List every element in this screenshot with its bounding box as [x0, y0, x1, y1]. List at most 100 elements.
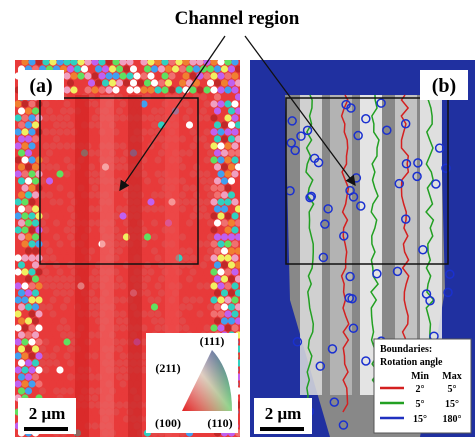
grain [193, 177, 200, 184]
grain [42, 226, 49, 233]
grain [231, 184, 238, 191]
grain [140, 58, 147, 65]
grain [154, 324, 161, 331]
grain [186, 289, 193, 296]
grain [91, 156, 98, 163]
grain [119, 296, 126, 303]
grain [154, 86, 161, 93]
grain [203, 86, 210, 93]
grain [63, 254, 70, 261]
grain [35, 100, 42, 107]
grain [32, 303, 39, 310]
grain [228, 247, 235, 254]
grain [14, 114, 21, 121]
grain [203, 128, 210, 135]
grain [95, 65, 102, 72]
grain [207, 121, 214, 128]
grain [228, 191, 235, 198]
grain [203, 226, 210, 233]
grain [144, 135, 151, 142]
grain [158, 65, 165, 72]
grain [210, 184, 217, 191]
panel-label: (b) [432, 75, 456, 97]
grain [28, 380, 35, 387]
grain [207, 219, 214, 226]
grain [200, 107, 207, 114]
grain [144, 317, 151, 324]
grain [91, 310, 98, 317]
grain [63, 58, 70, 65]
grain [28, 58, 35, 65]
grain [119, 58, 126, 65]
grain [28, 114, 35, 121]
grain [147, 156, 154, 163]
grain [186, 247, 193, 254]
grain [154, 100, 161, 107]
grain [49, 296, 56, 303]
grain [28, 100, 35, 107]
grain [193, 93, 200, 100]
grain [228, 65, 235, 72]
grain [158, 289, 165, 296]
grain [35, 380, 42, 387]
grain [53, 317, 60, 324]
grain [154, 254, 161, 261]
grain [147, 184, 154, 191]
grain [186, 317, 193, 324]
grain [231, 282, 238, 289]
grain [144, 275, 151, 282]
grain [56, 338, 63, 345]
grain [228, 303, 235, 310]
grain [67, 163, 74, 170]
grain [175, 86, 182, 93]
grain [228, 93, 235, 100]
grain [32, 373, 39, 380]
grain [182, 212, 189, 219]
grain [49, 380, 56, 387]
grain [214, 177, 221, 184]
grain [91, 128, 98, 135]
grain [214, 317, 221, 324]
grain [217, 114, 224, 121]
grain [42, 268, 49, 275]
legend-title: Boundaries: [380, 344, 432, 355]
grain [207, 289, 214, 296]
grain [207, 261, 214, 268]
grain [28, 338, 35, 345]
grain [179, 317, 186, 324]
grain [25, 233, 32, 240]
grain [186, 275, 193, 282]
figure: Channel region (a) (b) 2 μm 2 μm (111) (… [0, 0, 475, 437]
grain [210, 156, 217, 163]
grain [46, 331, 53, 338]
legend-max: 15° [445, 399, 459, 410]
grain [46, 135, 53, 142]
grain [84, 58, 91, 65]
grain [193, 65, 200, 72]
grain [63, 352, 70, 359]
grain [35, 310, 42, 317]
grain [172, 79, 179, 86]
grain [221, 79, 228, 86]
grain [46, 317, 53, 324]
grain [200, 261, 207, 268]
grain [207, 177, 214, 184]
grain [200, 205, 207, 212]
grain [182, 100, 189, 107]
grain [60, 107, 67, 114]
grain [175, 58, 182, 65]
grain [25, 121, 32, 128]
grain [235, 93, 242, 100]
legend-header: Max [442, 371, 461, 382]
grain [32, 219, 39, 226]
grain [158, 107, 165, 114]
grain [193, 163, 200, 170]
inset-label: (100) [155, 416, 181, 430]
grain [60, 247, 67, 254]
grain [154, 170, 161, 177]
grain [196, 268, 203, 275]
grain [210, 268, 217, 275]
grain [179, 233, 186, 240]
grain [186, 107, 193, 114]
grain [186, 121, 193, 128]
